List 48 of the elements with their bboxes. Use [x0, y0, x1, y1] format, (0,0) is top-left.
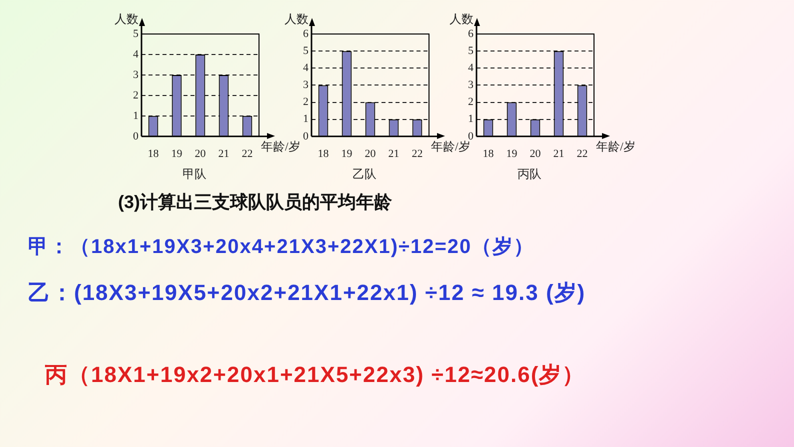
y-tick-label: 4 — [468, 62, 474, 74]
y-tick-label: 0 — [303, 130, 309, 142]
y-tick-label: 3 — [468, 79, 474, 92]
x-tick-label: 21 — [218, 148, 230, 160]
y-tick-label: 0 — [468, 130, 474, 142]
text: 丙队 — [518, 166, 542, 181]
y-tick-label: 5 — [133, 28, 139, 40]
x-tick-label: 19 — [171, 148, 183, 160]
x-tick-label: 22 — [576, 148, 588, 160]
y-tick-label: 1 — [468, 113, 474, 126]
text: 乙队 — [352, 166, 376, 181]
text: 丙（18X1+19x2+20x1+21X5+22x3) ÷12≈20.6(岁） — [45, 361, 586, 389]
x-axis-title: 年龄/岁 — [596, 140, 636, 154]
y-axis-title: 人数 — [450, 12, 474, 26]
y-tick-label: 2 — [303, 96, 308, 108]
y-tick-label: 1 — [133, 110, 138, 122]
text: 甲队 — [182, 166, 206, 181]
y-tick-label: 6 — [468, 28, 474, 40]
x-tick-label: 21 — [388, 148, 400, 160]
y-tick-label: 4 — [133, 48, 139, 60]
x-tick-label: 19 — [341, 148, 353, 160]
y-tick-label: 3 — [133, 68, 139, 81]
y-tick-label: 5 — [468, 44, 474, 57]
x-tick-label: 21 — [553, 148, 564, 160]
x-tick-label: 19 — [506, 148, 518, 160]
y-axis-title: 人数 — [284, 12, 308, 26]
text: 甲：（18x1+19X3+20x4+21X3+22X1)÷12=20（岁） — [28, 235, 535, 260]
y-tick-label: 1 — [303, 113, 308, 126]
y-tick-label: 3 — [303, 79, 309, 92]
y-tick-label: 5 — [303, 44, 309, 57]
x-tick-label: 18 — [318, 148, 330, 160]
y-tick-label: 4 — [303, 62, 309, 74]
text: 乙：(18X3+19X5+20x2+21X1+22x1) ÷12 ≈ 19.3 (岁) — [28, 279, 587, 307]
x-tick-label: 20 — [530, 148, 542, 160]
x-tick-label: 20 — [364, 148, 376, 160]
x-axis-title: 年龄/岁 — [261, 140, 300, 154]
x-tick-label: 18 — [482, 148, 494, 160]
text: (3)计算出三支球队队员的平均年龄 — [118, 191, 392, 214]
y-axis-title: 人数 — [114, 12, 138, 26]
y-tick-label: 0 — [133, 130, 139, 142]
x-tick-label: 20 — [194, 148, 206, 160]
x-tick-label: 18 — [148, 148, 160, 160]
y-tick-label: 2 — [133, 89, 138, 102]
x-tick-label: 22 — [242, 148, 253, 160]
x-tick-label: 22 — [412, 148, 423, 160]
y-tick-label: 6 — [303, 28, 309, 40]
y-tick-label: 2 — [468, 96, 474, 108]
x-axis-title: 年龄/岁 — [431, 140, 470, 154]
